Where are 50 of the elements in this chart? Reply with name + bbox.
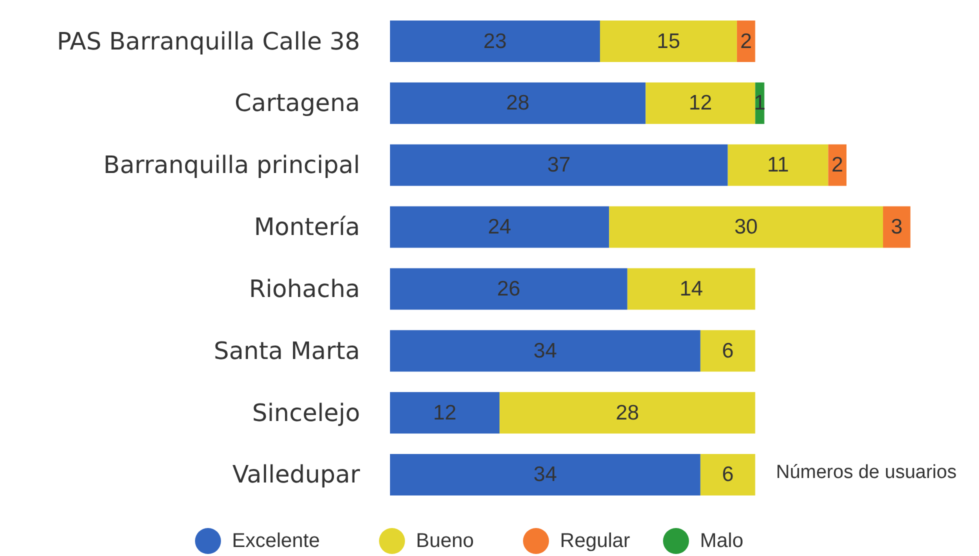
legend-label: Excelente xyxy=(232,530,320,552)
y-tick-label: Sincelejo xyxy=(252,398,360,427)
bar xyxy=(609,206,884,248)
data-label: 14 xyxy=(680,277,704,300)
y-tick-label: Riohacha xyxy=(248,274,360,303)
legend-label: Bueno xyxy=(416,530,474,552)
data-label: 6 xyxy=(722,339,734,362)
legend-label: Malo xyxy=(700,530,744,552)
y-tick-label: Cartagena xyxy=(234,89,360,118)
y-tick-label: Santa Marta xyxy=(214,336,360,365)
bar xyxy=(600,20,737,62)
bar xyxy=(728,144,828,186)
data-label: 24 xyxy=(488,216,512,239)
data-label: 28 xyxy=(616,401,640,424)
y-tick-label: Barranquilla principal xyxy=(103,151,360,180)
data-label: 2 xyxy=(740,30,752,53)
bar xyxy=(646,82,756,124)
y-tick-label: Montería xyxy=(254,213,360,242)
data-label: 6 xyxy=(722,463,734,486)
data-label: 28 xyxy=(506,92,530,115)
bar xyxy=(390,206,610,248)
data-label: 23 xyxy=(483,30,507,53)
data-label: 11 xyxy=(767,154,789,177)
bar xyxy=(883,206,910,248)
data-label: 3 xyxy=(890,216,903,239)
bar xyxy=(390,20,600,62)
bar xyxy=(390,268,628,310)
bar xyxy=(390,454,700,496)
bar xyxy=(390,144,728,186)
data-label: 30 xyxy=(734,216,758,239)
bar xyxy=(700,330,756,372)
bar xyxy=(390,392,500,434)
data-label: 34 xyxy=(534,339,558,362)
annotation: Números de usuarios xyxy=(776,462,957,484)
bar xyxy=(828,144,846,186)
data-label: 37 xyxy=(547,154,571,177)
data-label: 12 xyxy=(433,401,456,424)
bar xyxy=(700,454,756,496)
y-tick-label: Valledupar xyxy=(232,460,360,489)
data-label: 34 xyxy=(534,463,558,486)
data-label: 26 xyxy=(497,277,520,300)
bar xyxy=(500,392,756,434)
legend-label: Regular xyxy=(560,530,630,552)
bar xyxy=(390,82,646,124)
data-label: 2 xyxy=(832,154,844,177)
data-label: 12 xyxy=(688,92,712,115)
y-tick-label: PAS Barranquilla Calle 38 xyxy=(56,27,360,56)
bar xyxy=(390,330,700,372)
data-label: 15 xyxy=(656,30,680,53)
bar xyxy=(627,268,756,310)
